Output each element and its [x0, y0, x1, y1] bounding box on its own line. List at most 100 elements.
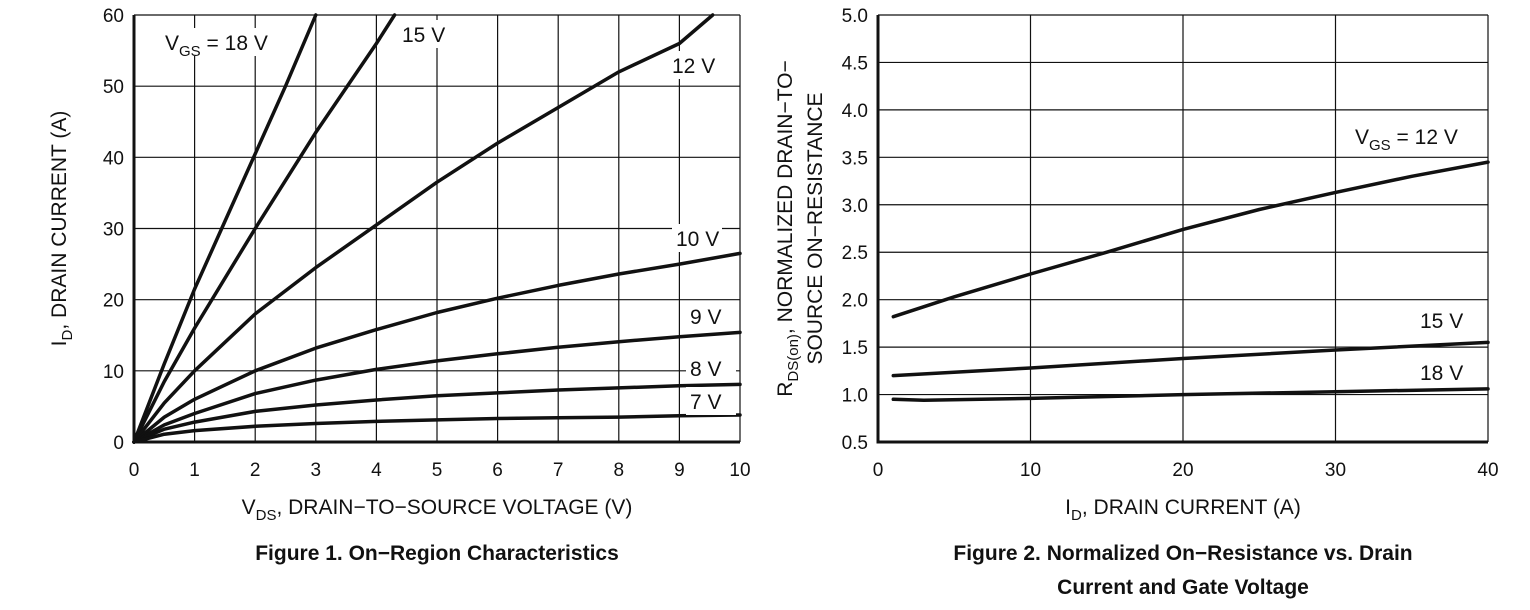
- series-label-main: V: [1355, 126, 1369, 149]
- x-tick-label: 30: [1325, 460, 1346, 481]
- series-line: [132, 13, 715, 444]
- series-label: 9 V: [690, 306, 722, 329]
- y-tick-label: 2.5: [842, 243, 868, 264]
- y-axis-label-rest: , NORMALIZED DRAIN−TO−: [774, 60, 797, 334]
- x-tick-label: 2: [250, 460, 261, 481]
- series-label-background: [686, 302, 736, 330]
- axes: [876, 15, 1488, 444]
- series-line: [891, 340, 1490, 378]
- y-axis-label-main: R: [774, 382, 797, 397]
- y-tick-label: 30: [103, 220, 124, 241]
- x-axis-label-sub: DS: [256, 507, 277, 524]
- series-label-main: 7 V: [690, 391, 722, 414]
- series-label-background: [668, 51, 718, 79]
- x-axis-label-main: V: [242, 496, 256, 519]
- series-label-rest: = 12 V: [1391, 126, 1458, 149]
- x-tick-label: 9: [674, 460, 685, 481]
- figure-caption: Figure 1. On−Region Characteristics: [255, 542, 619, 565]
- x-tick-label: 40: [1477, 460, 1498, 481]
- series-label-background: [686, 354, 736, 382]
- series-line: [132, 251, 742, 444]
- x-tick-label: 10: [1020, 460, 1041, 481]
- x-tick-label: 5: [432, 460, 443, 481]
- x-axis-label: ID, DRAIN CURRENT (A): [1065, 496, 1301, 524]
- y-axis-label-rest: , DRAIN CURRENT (A): [48, 111, 71, 330]
- y-tick-label: 0.5: [842, 433, 868, 454]
- y-tick-label: 3.5: [842, 148, 868, 169]
- series-line: [132, 330, 742, 444]
- series-label-background: [1351, 122, 1469, 150]
- series-label-background: [686, 387, 736, 415]
- series-label-main: V: [165, 32, 179, 55]
- series-label-background: [161, 28, 279, 56]
- y-tick-label: 50: [103, 77, 124, 98]
- series-label-rest: = 18 V: [201, 32, 268, 55]
- chart-2: 0 10 20 30 40 0.5 1.0 1.5 2.0 2.5 3.0 3.5 4.0 4.5 5.0 V…: [774, 6, 1499, 599]
- figure-caption-line2: Current and Gate Voltage: [1057, 576, 1309, 599]
- series-line: [132, 382, 742, 444]
- x-tick-label: 8: [614, 460, 625, 481]
- y-tick-label: 1.0: [842, 386, 868, 407]
- series-label: 8 V: [690, 358, 722, 381]
- series-label: 15 V: [1420, 310, 1463, 333]
- y-axis-label: RDS(on), NORMALIZED DRAIN−TO−: [774, 60, 802, 397]
- series-label-main: 15 V: [402, 24, 445, 47]
- y-tick-label: 3.0: [842, 196, 868, 217]
- series-label-background: [1416, 306, 1466, 334]
- y-tick-label: 20: [103, 291, 124, 312]
- y-tick-label: 2.0: [842, 291, 868, 312]
- series-label: VGS = 18 V: [165, 32, 268, 60]
- series-label-main: 12 V: [672, 55, 715, 78]
- y-axis-label-main: I: [48, 340, 71, 346]
- series-label-background: [672, 224, 722, 252]
- series-label-sub: GS: [1369, 137, 1391, 154]
- series-label-sub: GS: [179, 43, 201, 60]
- x-axis-label-main: I: [1065, 496, 1071, 519]
- x-tick-label: 6: [492, 460, 503, 481]
- series-label-main: 18 V: [1420, 362, 1463, 385]
- x-tick-label: 7: [553, 460, 564, 481]
- x-axis-label-rest: , DRAIN−TO−SOURCE VOLTAGE (V): [276, 496, 632, 519]
- y-axis-label: ID, DRAIN CURRENT (A): [48, 111, 76, 347]
- y-tick-label: 4.0: [842, 101, 868, 122]
- series-label-background: [398, 20, 448, 48]
- series-label-background: [1416, 358, 1466, 386]
- series-line: [891, 160, 1490, 319]
- series-line: [132, 413, 742, 444]
- series-label-main: 10 V: [676, 228, 719, 251]
- y-tick-label: 0: [113, 433, 124, 454]
- x-tick-label: 10: [729, 460, 750, 481]
- x-tick-label: 1: [189, 460, 200, 481]
- x-axis-label: VDS, DRAIN−TO−SOURCE VOLTAGE (V): [242, 496, 633, 524]
- y-axis-label-line2: SOURCE ON−RESISTANCE: [804, 92, 827, 364]
- x-tick-label: 4: [371, 460, 382, 481]
- x-axis-label-rest: , DRAIN CURRENT (A): [1082, 496, 1301, 519]
- series-label: 15 V: [402, 24, 445, 47]
- figure-caption: Figure 2. Normalized On−Resistance vs. D…: [953, 542, 1412, 565]
- y-tick-label: 40: [103, 148, 124, 169]
- series-line: [891, 387, 1490, 402]
- series-label: 7 V: [690, 391, 722, 414]
- x-tick-label: 3: [311, 460, 322, 481]
- series-label-main: 8 V: [690, 358, 722, 381]
- series-label: 12 V: [672, 55, 715, 78]
- series-label-main: 15 V: [1420, 310, 1463, 333]
- series-label: VGS = 12 V: [1355, 126, 1458, 154]
- y-tick-label: 5.0: [842, 6, 868, 27]
- x-tick-label: 20: [1172, 460, 1193, 481]
- series-line: [132, 13, 318, 444]
- y-tick-label: 4.5: [842, 53, 868, 74]
- series-line: [132, 13, 397, 444]
- series-label-main: 9 V: [690, 306, 722, 329]
- y-tick-label: 10: [103, 362, 124, 383]
- x-axis-label-sub: D: [1071, 507, 1082, 524]
- series-label: 18 V: [1420, 362, 1463, 385]
- y-tick-label: 1.5: [842, 338, 868, 359]
- y-tick-label: 60: [103, 6, 124, 27]
- y-axis-label-sub: D: [59, 329, 76, 340]
- y-axis-label-sub: DS(on): [785, 334, 802, 382]
- x-tick-label: 0: [873, 460, 884, 481]
- series-label: 10 V: [676, 228, 719, 251]
